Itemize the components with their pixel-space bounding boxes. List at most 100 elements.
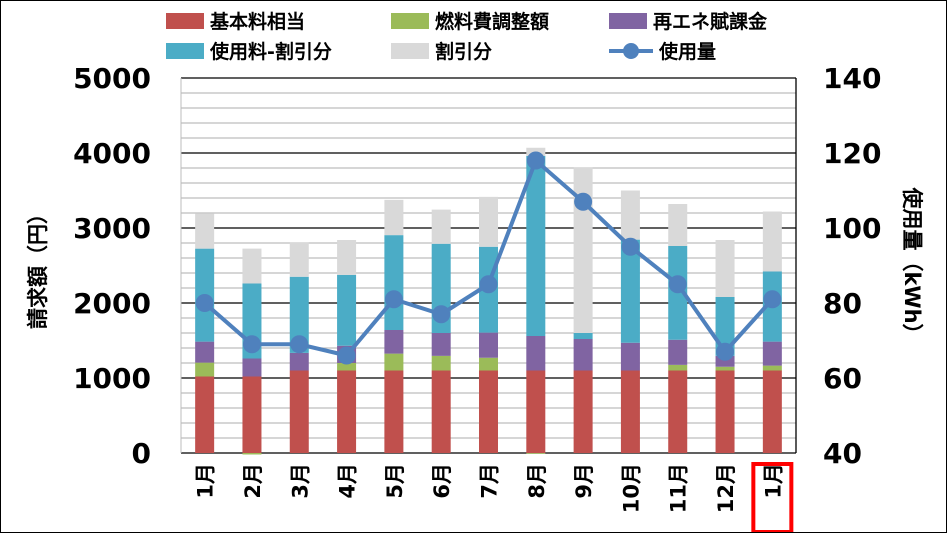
bar-segment xyxy=(526,453,546,454)
bar-segment xyxy=(715,355,735,367)
usage-point xyxy=(479,275,498,294)
usage-point xyxy=(290,335,309,354)
usage-point xyxy=(621,237,640,256)
bar-segment xyxy=(242,376,262,453)
bar-segment xyxy=(668,370,688,453)
bar-segment xyxy=(337,274,357,346)
usage-point xyxy=(432,305,451,324)
usage-point xyxy=(337,346,356,365)
legend-label: 燃料費調整額 xyxy=(435,11,550,33)
y-tick-label-right: 60 xyxy=(823,362,862,395)
legend-label: 割引分 xyxy=(435,41,493,63)
y-tick-label-right: 80 xyxy=(823,287,862,320)
x-tick-label: 11月 xyxy=(667,463,691,513)
bar-segment xyxy=(289,370,309,453)
bar-segment xyxy=(289,276,309,353)
usage-point xyxy=(242,335,261,354)
legend-swatch xyxy=(166,42,204,59)
y-axis-title-right: 使用量（kWh） xyxy=(900,187,924,345)
y-tick-label-left: 2000 xyxy=(73,287,151,320)
usage-point xyxy=(716,342,735,361)
bar-segment xyxy=(526,336,546,371)
bar-segment xyxy=(479,196,498,247)
usage-point xyxy=(763,290,782,309)
x-tick-label: 7月 xyxy=(478,463,502,499)
usage-point xyxy=(526,151,545,170)
bar-segment xyxy=(384,235,404,330)
bar-segment xyxy=(715,297,735,356)
bar-segment xyxy=(668,364,688,371)
highlight-box xyxy=(751,462,794,532)
bar-segment xyxy=(289,242,309,277)
usage-point xyxy=(574,192,593,211)
bar-segment xyxy=(762,341,782,366)
legend-label: 使用料-割引分 xyxy=(210,41,332,63)
bar-segment xyxy=(715,240,735,297)
legend-item-discount: 割引分 xyxy=(391,37,492,64)
bar-segment xyxy=(620,370,640,453)
bar-segment xyxy=(384,330,404,354)
bar-segment xyxy=(289,352,309,371)
bar-segment xyxy=(195,213,215,249)
x-tick-label: 12月 xyxy=(714,463,738,513)
x-tick-label: 9月 xyxy=(572,463,596,499)
legend-label: 基本料相当 xyxy=(210,11,306,33)
bar-segment xyxy=(195,341,215,363)
bar-segment xyxy=(620,342,640,371)
x-tick-label: 6月 xyxy=(430,463,454,499)
bar-segment xyxy=(431,355,451,371)
legend-label: 使用量 xyxy=(659,41,717,63)
bar-segment xyxy=(195,376,215,453)
bar-segment xyxy=(762,211,782,272)
legend-item-usage-fee: 使用料-割引分 xyxy=(166,37,332,64)
x-tick-label: 5月 xyxy=(383,463,407,499)
bar-segment xyxy=(431,370,451,453)
legend-swatch xyxy=(391,12,429,29)
y-tick-label-left: 5000 xyxy=(73,62,151,95)
usage-point xyxy=(668,275,687,294)
x-tick-label: 1月 xyxy=(761,463,785,499)
bar-segment xyxy=(242,248,262,284)
x-tick-label: 4月 xyxy=(336,463,360,499)
bar-segment xyxy=(620,239,640,343)
bar-segment xyxy=(573,339,593,371)
y-axis-title-left: 請求額（円） xyxy=(26,203,50,329)
y-tick-label-right: 40 xyxy=(823,437,862,470)
bar-segment xyxy=(479,357,498,371)
y-tick-label-left: 0 xyxy=(132,437,151,470)
bar-segment xyxy=(526,156,546,336)
legend-swatch xyxy=(609,12,647,29)
bar-segment xyxy=(762,365,782,371)
bar-segment xyxy=(384,353,404,371)
x-tick-label: 1月 xyxy=(194,463,218,499)
bar-segment xyxy=(573,167,593,333)
legend-label: 再エネ賦課金 xyxy=(653,11,768,33)
legend-item-usage: 使用量 xyxy=(609,37,716,64)
y-tick-label-left: 4000 xyxy=(73,137,151,170)
bar-segment xyxy=(242,358,262,377)
bar-segment xyxy=(762,370,782,453)
bar-segment xyxy=(479,332,498,358)
bar-segment xyxy=(573,333,593,339)
bar-segment xyxy=(715,370,735,453)
bar-segment xyxy=(384,199,404,236)
usage-point xyxy=(195,294,214,312)
bar-segment xyxy=(479,370,498,453)
bar-segment xyxy=(620,190,640,240)
x-tick-label: 2月 xyxy=(241,463,265,499)
legend-swatch xyxy=(166,12,204,29)
y-tick-label-left: 3000 xyxy=(73,212,151,245)
legend-swatch xyxy=(391,42,429,59)
bar-segment xyxy=(242,453,262,455)
bar-segment xyxy=(668,204,688,246)
bar-segment xyxy=(526,370,546,453)
usage-point xyxy=(384,290,403,309)
bar-segment xyxy=(337,370,357,453)
bar-segment xyxy=(195,362,215,377)
y-tick-label-right: 100 xyxy=(823,212,881,245)
legend-item-fuel: 燃料費調整額 xyxy=(391,7,549,34)
y-tick-label-left: 1000 xyxy=(73,362,151,395)
x-tick-label: 3月 xyxy=(288,463,312,499)
